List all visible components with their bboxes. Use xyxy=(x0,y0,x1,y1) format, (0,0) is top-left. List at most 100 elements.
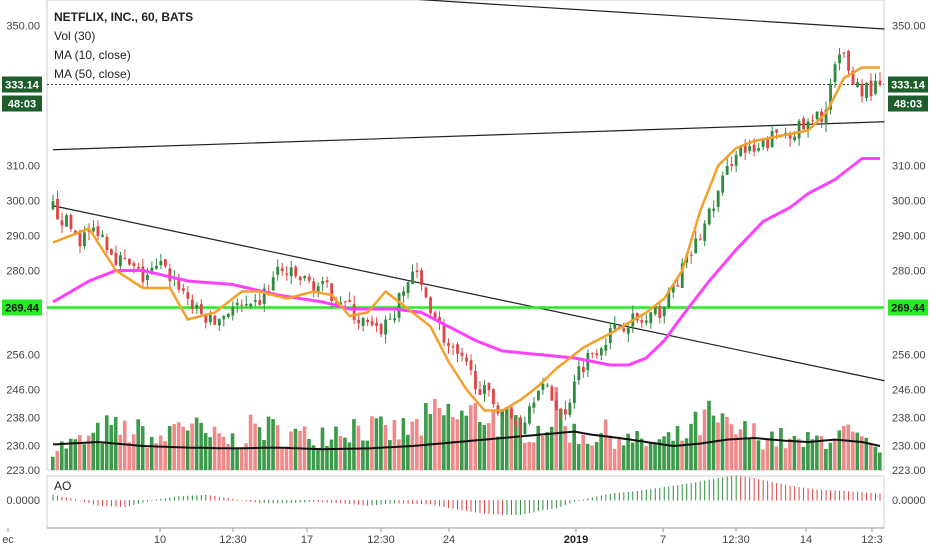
candle-body xyxy=(204,315,208,323)
candle-body xyxy=(424,287,428,298)
candle-body xyxy=(874,80,877,94)
volume-bar xyxy=(635,430,639,470)
candle-body xyxy=(757,148,761,151)
volume-bar xyxy=(747,438,752,470)
legend-vol[interactable]: Vol (30) xyxy=(54,29,96,43)
trendline-layer[interactable] xyxy=(47,0,885,382)
candle-body xyxy=(447,343,450,346)
ao-layer xyxy=(52,475,881,515)
candle-body xyxy=(658,306,662,318)
left-price-badge-bg xyxy=(2,76,42,93)
candle-body xyxy=(761,139,765,147)
volume-bar xyxy=(284,446,289,470)
candle-body xyxy=(788,133,792,139)
candle-body xyxy=(581,367,585,372)
price-tick-label: 310.00 xyxy=(892,161,926,173)
time-tick-label: 14 xyxy=(800,534,812,546)
candle-body xyxy=(307,276,311,281)
time-tick-label: 2019 xyxy=(564,534,588,546)
volume-bar xyxy=(495,436,500,470)
axis-layer[interactable]: 350.00 350.00 310.00 310.00 300.00 300.00 290.… xyxy=(2,21,925,547)
time-tick-label: 7 xyxy=(660,534,666,546)
volume-bar xyxy=(55,450,60,470)
candle-body xyxy=(563,409,567,415)
candle-body xyxy=(271,277,275,291)
candle-body xyxy=(366,320,370,323)
candle-body xyxy=(469,360,473,370)
candle-body xyxy=(856,82,859,87)
volume-bar xyxy=(253,423,257,470)
volume-bar xyxy=(644,446,648,470)
candle-body xyxy=(433,312,437,319)
candle-body xyxy=(671,285,675,293)
volume-bar xyxy=(486,423,491,470)
candle-body xyxy=(388,318,392,320)
candle-body xyxy=(136,266,140,269)
volume-bar xyxy=(639,438,644,470)
candle-body xyxy=(105,236,109,251)
right-countdown-badge: 48:03 xyxy=(894,99,922,111)
volume-bar xyxy=(271,419,275,470)
volume-bar xyxy=(842,425,846,470)
candle-body xyxy=(626,328,630,334)
candle-body xyxy=(716,190,720,207)
legend-ma50[interactable]: MA (50, close) xyxy=(54,67,131,81)
volume-ma-line xyxy=(52,430,881,451)
trend-line xyxy=(52,121,885,151)
candle-body xyxy=(397,293,401,319)
candle-body xyxy=(847,51,850,71)
volume-bar xyxy=(329,439,334,470)
volume-bar xyxy=(869,443,873,470)
volume-bar xyxy=(774,446,779,470)
candle-body xyxy=(483,385,486,395)
volume-bar xyxy=(59,441,64,470)
candle-body xyxy=(384,319,387,335)
volume-bar xyxy=(235,448,239,470)
candle-body xyxy=(357,319,361,324)
candle-body xyxy=(752,144,756,152)
ao-legend[interactable]: AO xyxy=(54,479,72,493)
time-tick-label: 10 xyxy=(154,534,166,546)
candle-body xyxy=(110,249,113,255)
volume-bar xyxy=(738,429,743,470)
volume-bar xyxy=(226,443,230,470)
candle-body xyxy=(725,165,729,175)
candle-body xyxy=(406,282,410,293)
legend-title[interactable]: NETFLIX, INC., 60, BATS xyxy=(54,10,194,24)
price-tick-label: 310.00 xyxy=(6,161,40,173)
volume-bar xyxy=(554,387,558,470)
candle-body xyxy=(379,323,383,335)
candle-body xyxy=(415,270,419,273)
volume-bar xyxy=(347,442,352,470)
volume-bar xyxy=(815,435,819,470)
volume-bar xyxy=(734,434,738,470)
ma10-line xyxy=(52,66,880,412)
candle-body xyxy=(784,132,788,134)
candle-body xyxy=(339,302,343,305)
trend-line xyxy=(52,205,885,382)
candle-body xyxy=(537,390,540,401)
candle-body xyxy=(78,233,82,247)
volume-bar xyxy=(675,426,680,470)
legend-ma10[interactable]: MA (10, close) xyxy=(54,48,131,62)
candle-body xyxy=(465,357,468,362)
moving-average-layer xyxy=(52,66,880,412)
candle-body xyxy=(734,154,738,166)
volume-bar xyxy=(878,452,882,470)
candle-body xyxy=(474,370,477,390)
candle-body xyxy=(878,80,882,85)
candle-body xyxy=(249,303,253,307)
volume-bar xyxy=(415,418,419,470)
candle-body xyxy=(370,321,374,326)
price-tick-label: 290.00 xyxy=(892,231,926,243)
volume-bar xyxy=(549,426,554,470)
candle-body xyxy=(824,109,828,125)
candle-body xyxy=(514,420,518,426)
candle-body xyxy=(65,215,68,227)
ao-tick-label: 0.0000 xyxy=(892,495,926,507)
candle-body xyxy=(838,54,841,64)
volume-bar xyxy=(316,447,320,470)
candle-body xyxy=(842,52,846,54)
volume-bar xyxy=(810,439,815,470)
